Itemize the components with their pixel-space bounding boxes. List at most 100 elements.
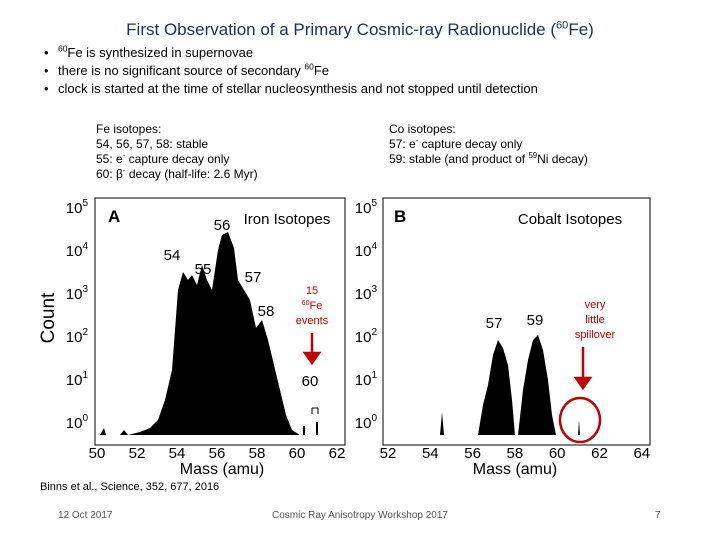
text-part: capture decay only: [125, 152, 230, 166]
text-part: -: [122, 166, 126, 175]
tick-exp: 4: [82, 241, 88, 252]
tick-base: 10: [66, 329, 83, 346]
y-tick-label: 101: [66, 370, 89, 389]
tick-base: 10: [355, 286, 372, 303]
co-histogram: [440, 335, 580, 435]
tick-base: 10: [66, 200, 83, 217]
lines: 54, 56, 57, 58: stable 55: e- capture dec…: [96, 137, 258, 182]
y-tick-label: 103: [66, 284, 89, 303]
tick-base: 10: [66, 372, 83, 389]
tick-exp: 0: [82, 413, 88, 424]
text-part: 54, 56, 57, 58: stable: [96, 137, 209, 151]
x-tick-label: 60: [289, 445, 306, 462]
panel-title: Cobalt Isotopes: [518, 211, 622, 228]
line: 60: β- decay (half-life: 2.6 Myr): [96, 167, 258, 182]
text-part: Ni decay): [537, 152, 588, 166]
text-part: -: [415, 136, 419, 145]
tick-base: 10: [355, 200, 372, 217]
annotation-text: spillover: [575, 329, 616, 341]
peak-label: 59: [527, 312, 544, 329]
annotation-text: events: [296, 315, 329, 327]
y-tick-label: 105: [66, 198, 89, 217]
heading: Co isotopes:: [389, 122, 456, 136]
tick-exp: 2: [82, 327, 88, 338]
tick-exp: 1: [371, 370, 377, 381]
title-text: First Observation of a Primary Cosmic-ra…: [126, 20, 557, 39]
text-part: 57: e: [389, 137, 416, 151]
text-part: 60: β: [96, 167, 123, 181]
bullet: 60Fe is synthesized in supernovae: [44, 43, 254, 60]
panel-title: Iron Isotopes: [244, 211, 331, 228]
fe-histogram: [100, 232, 300, 435]
line: 57: e- capture decay only: [389, 137, 588, 152]
arrowhead: [573, 376, 593, 391]
peak-label: 60: [302, 373, 319, 390]
text-part: decay (half-life: 2.6 Myr): [125, 167, 258, 181]
title-sup: 60: [556, 19, 569, 32]
heading: Fe isotopes:: [96, 122, 162, 136]
text-part: Fe: [313, 63, 329, 78]
annotation-sup: 60: [302, 300, 310, 307]
text-part: 60: [58, 43, 68, 54]
tick-base: 10: [66, 243, 83, 260]
text-part: there is no significant source of second…: [58, 63, 305, 78]
annotations: 15 60Fe events very little spillover: [296, 285, 616, 341]
lines: 57: e- capture decay only 59: stable (and…: [389, 137, 588, 167]
x-tick-label: 62: [591, 445, 608, 462]
x-tick-label: 54: [169, 445, 186, 462]
y-tick-label: 101: [355, 370, 378, 389]
tick-exp: 5: [371, 198, 377, 209]
annotation-text: Fe: [309, 300, 322, 312]
peak-label: 56: [214, 217, 231, 234]
text-part: 59: stable (and product of: [389, 152, 529, 166]
footer-date: 12 Oct 2017: [58, 510, 113, 521]
bullet: clock is started at the time of stellar …: [44, 81, 538, 96]
y-tick-label: 102: [66, 327, 89, 346]
panel-letter: A: [108, 207, 120, 226]
panel-letter: B: [394, 207, 406, 226]
annotation-text: 60Fe: [302, 300, 323, 312]
tick-exp: 3: [82, 284, 88, 295]
peak-label: 57: [486, 315, 503, 332]
tick-base: 10: [355, 243, 372, 260]
x-tick-label: 62: [329, 445, 346, 462]
x-tick-label: 52: [129, 445, 146, 462]
footer-center: Cosmic Ray Anisotropy Workshop 2017: [271, 510, 448, 521]
y-tick-label: 104: [355, 241, 378, 260]
bullet: there is no significant source of second…: [44, 61, 329, 78]
panel-b-frame: [382, 197, 651, 446]
y-tick-label: 104: [66, 241, 89, 260]
fe60-events: [303, 422, 318, 435]
tick-exp: 2: [371, 327, 377, 338]
text-part: 60: [304, 61, 314, 72]
peak-label: 58: [258, 303, 275, 320]
annotation-text: 15: [306, 285, 318, 297]
tick-base: 10: [355, 372, 372, 389]
peak-label: 55: [195, 261, 212, 278]
annotation-text: little: [585, 314, 605, 326]
y-tick-label: 103: [355, 284, 378, 303]
x-tick-label: 54: [422, 445, 439, 462]
citation: Binns et al., Science, 352, 677, 2016: [40, 481, 220, 493]
text-part: 59: [528, 151, 538, 160]
x-tick-label: 64: [633, 445, 650, 462]
line: 59: stable (and product of 59Ni decay): [389, 152, 588, 167]
text-part: Fe is synthesized in supernovae: [67, 45, 254, 60]
co-isotopes: Co isotopes: 57: e- capture decay only 59:…: [389, 122, 588, 167]
tick-base: 10: [355, 329, 372, 346]
tick-exp: 5: [82, 198, 88, 209]
x-tick-label: 52: [380, 445, 397, 462]
text-part: 55: e: [96, 152, 123, 166]
title-text: Fe): [568, 20, 594, 39]
y-tick-label: 105: [355, 198, 378, 217]
text-part: clock is started at the time of stellar …: [58, 81, 538, 96]
text-part: -: [122, 151, 126, 160]
y-tick-label: 100: [355, 413, 378, 432]
x-axis-label: Mass (amu): [473, 461, 557, 478]
tick-base: 10: [66, 286, 83, 303]
y-tick-label: 100: [66, 413, 89, 432]
line: 54, 56, 57, 58: stable: [96, 137, 258, 152]
x-tick-label: 50: [89, 445, 106, 462]
